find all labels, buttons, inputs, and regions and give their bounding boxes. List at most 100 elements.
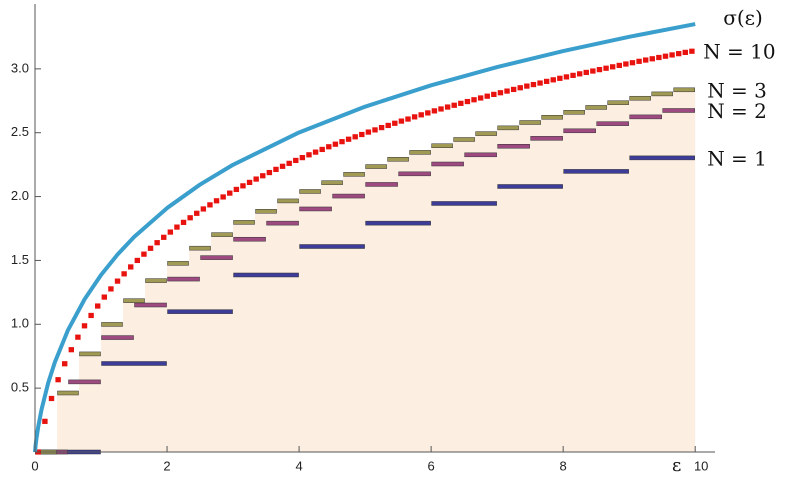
step [411,114,418,120]
step [57,390,79,396]
y-tick-label: 0.5 [11,380,29,395]
step [147,245,154,251]
step [266,220,299,226]
step [211,232,233,237]
step [312,149,319,155]
step [497,184,563,189]
step [398,171,431,177]
step [504,88,510,94]
step [398,118,405,124]
step [161,234,167,240]
step [167,229,174,235]
step [387,157,409,162]
step [675,51,682,57]
step [167,309,233,314]
step [590,68,596,74]
step [471,97,477,103]
step [253,176,259,182]
series-label: N = 1 [707,146,767,170]
step [669,52,675,58]
x-tick-label: 8 [560,458,567,473]
step [524,83,530,89]
step [227,190,233,196]
step [550,77,556,83]
step [299,206,332,212]
step [689,48,695,54]
step [194,210,200,216]
step [101,294,108,300]
step [167,261,189,266]
step [517,85,523,91]
step [299,244,365,249]
step [519,120,541,125]
step [79,351,101,357]
step [121,271,127,277]
step [154,240,160,246]
step [286,160,292,166]
step [629,114,662,120]
step [510,86,517,93]
step [123,298,145,303]
step [431,143,453,148]
step [81,323,88,329]
step [431,201,497,206]
step [629,60,636,66]
x-tick-label: 2 [163,458,170,473]
step [233,236,266,242]
step [409,150,431,155]
step [306,152,312,158]
step [563,128,596,134]
step [359,131,365,138]
x-tick-label: 10 [694,458,708,473]
step [649,56,655,62]
step [273,166,279,172]
step [682,49,688,55]
step [277,198,299,204]
x-axis-label: ε [672,455,681,476]
step [609,64,616,70]
series-label: N = 2 [707,99,767,123]
step [299,155,306,161]
step [563,110,585,115]
step [629,95,651,101]
step [279,163,286,169]
area-fill [35,89,696,453]
step [42,418,48,424]
y-tick-label: 1.0 [11,316,29,331]
x-tick-label: 4 [295,458,302,473]
step [636,58,642,64]
step [629,155,695,161]
step [114,278,121,284]
step [662,53,669,59]
step [585,105,607,110]
step [174,224,180,230]
step [541,115,563,120]
step [55,377,61,383]
step [207,202,213,208]
step [332,193,365,199]
marks-layer [33,22,696,455]
step [563,169,629,174]
step [101,335,134,340]
step [260,173,266,179]
step [458,100,464,106]
step [453,137,475,142]
step [365,164,387,169]
step [497,144,530,149]
step [299,189,321,194]
step [378,125,385,131]
step [596,121,629,126]
y-tick-label: 2.0 [11,188,29,203]
series-label: σ(ε) [723,6,763,30]
step [623,61,629,67]
step [418,112,424,118]
step [95,303,101,309]
step [464,152,497,158]
step [319,146,325,153]
y-tick-label: 2.5 [11,124,29,139]
step [656,54,662,61]
step [484,93,490,99]
step [108,286,114,292]
step [233,186,240,193]
